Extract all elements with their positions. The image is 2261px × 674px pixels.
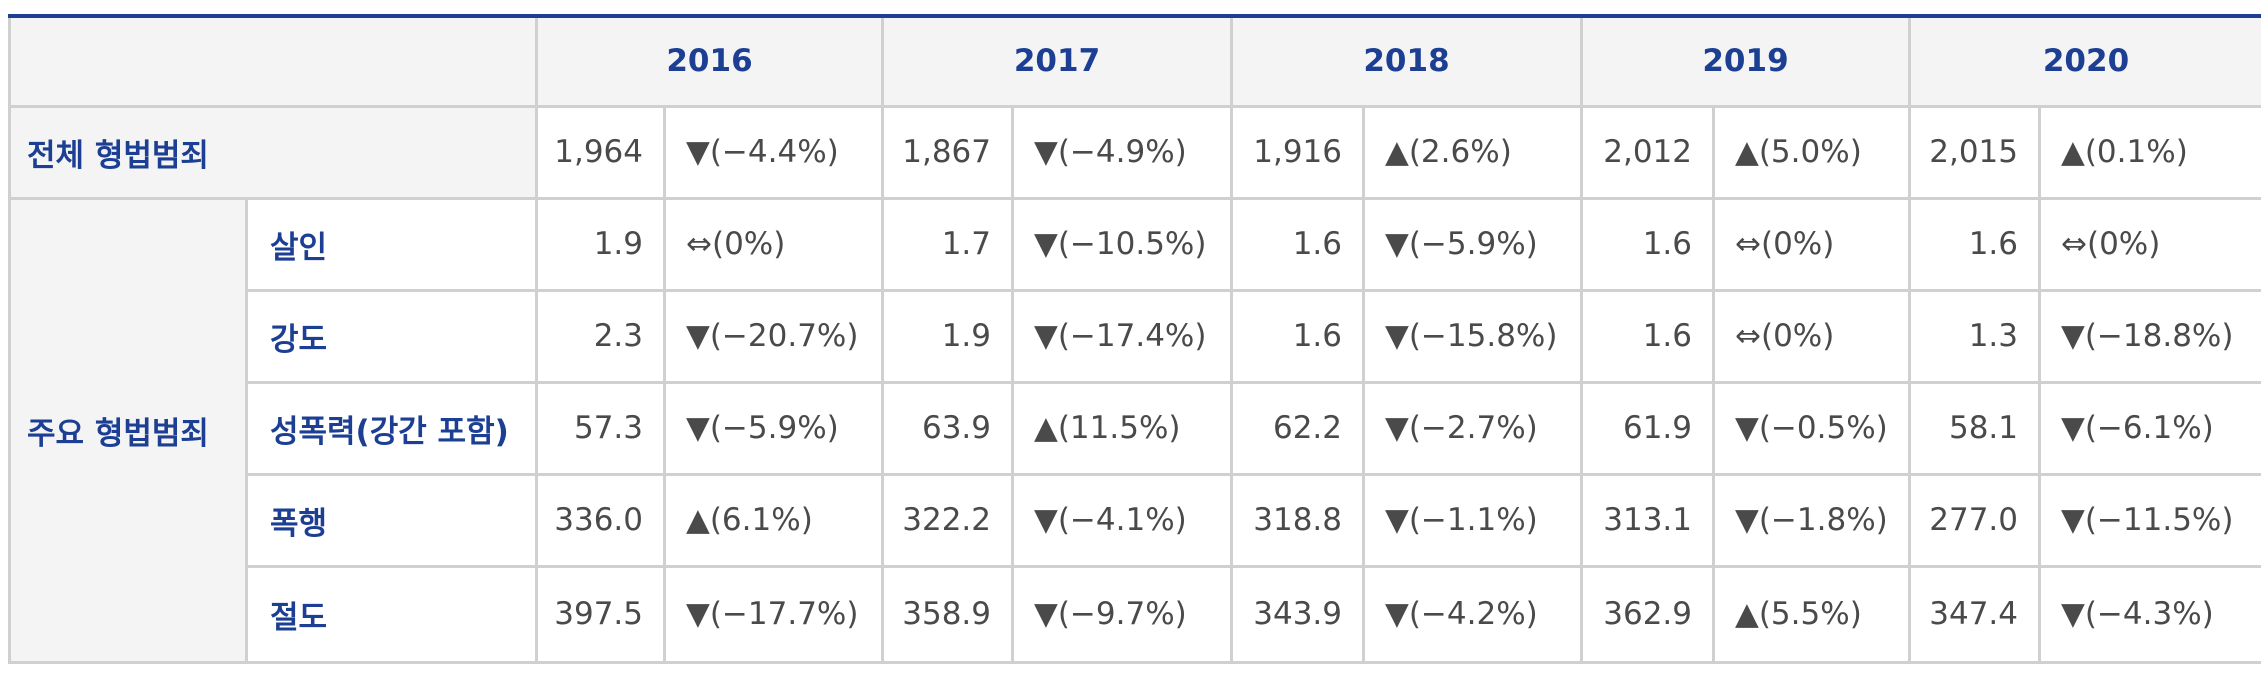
change-cell: ▼(−15.8%) [1362, 288, 1583, 384]
value-cell: 318.8 [1230, 472, 1365, 568]
value-cell: 277.0 [1908, 472, 2041, 568]
change-cell: ▼(−9.7%) [1011, 564, 1233, 664]
year-header-2019: 2019 [1580, 14, 1911, 108]
value-cell: 58.1 [1908, 380, 2041, 476]
value-cell: 1,916 [1230, 104, 1365, 200]
value-cell: 2,015 [1908, 104, 2041, 200]
change-cell: ⇔(0%) [663, 196, 884, 292]
table-row-murder: 주요 형법범죄 살인 1.9 ⇔(0%) 1.7 ▼(−10.5%) 1.6 ▼… [8, 196, 2261, 664]
value-cell: 358.9 [881, 564, 1014, 664]
year-header-2020: 2020 [1908, 14, 2261, 108]
change-cell: ▼(−10.5%) [1011, 196, 1233, 292]
value-cell: 1.6 [1230, 288, 1365, 384]
value-cell: 313.1 [1580, 472, 1715, 568]
value-cell: 63.9 [881, 380, 1014, 476]
change-cell: ▼(−6.1%) [2038, 380, 2261, 476]
row-label-sexual-violence: 성폭력(강간 포함) [245, 380, 538, 476]
change-cell: ▲(0.1%) [2038, 104, 2261, 200]
change-cell: ▼(−4.2%) [1362, 564, 1583, 664]
change-cell: ▼(−18.8%) [2038, 288, 2261, 384]
table-row-assault: 폭행 336.0 ▲(6.1%) 322.2 ▼(−4.1%) 318.8 ▼(… [10, 472, 2261, 568]
table-row-theft: 절도 397.5 ▼(−17.7%) 358.9 ▼(−9.7%) 343.9 … [10, 564, 2261, 664]
change-cell: ⇔(0%) [1712, 196, 1911, 292]
table-row-sexual-violence: 성폭력(강간 포함) 57.3 ▼(−5.9%) 63.9 ▲(11.5%) 6… [10, 380, 2261, 476]
change-cell: ▼(−20.7%) [663, 288, 884, 384]
change-cell: ▲(11.5%) [1011, 380, 1233, 476]
row-label-theft: 절도 [245, 564, 538, 664]
change-cell: ⇔(0%) [1712, 288, 1911, 384]
table-row-robbery: 강도 2.3 ▼(−20.7%) 1.9 ▼(−17.4%) 1.6 ▼(−15… [10, 288, 2261, 384]
crime-statistics-table: 2016 2017 2018 2019 2020 전체 형법범죄 1,964 ▼… [8, 14, 2261, 664]
change-cell: ▲(2.6%) [1362, 104, 1583, 200]
change-cell: ⇔(0%) [2038, 196, 2261, 292]
group-label-major-crimes: 주요 형법범죄 [8, 196, 248, 664]
value-cell: 1.9 [881, 288, 1014, 384]
table-row-total: 전체 형법범죄 1,964 ▼(−4.4%) 1,867 ▼(−4.9%) 1,… [8, 104, 2261, 200]
value-cell: 1,964 [535, 104, 666, 200]
value-cell: 57.3 [535, 380, 666, 476]
value-cell: 322.2 [881, 472, 1014, 568]
row-label-murder: 살인 [245, 196, 538, 292]
value-cell: 397.5 [535, 564, 666, 664]
change-cell: ▼(−4.3%) [2038, 564, 2261, 664]
value-cell: 1.6 [1908, 196, 2041, 292]
change-cell: ▼(−17.4%) [1011, 288, 1233, 384]
value-cell: 1.9 [535, 196, 666, 292]
value-cell: 336.0 [535, 472, 666, 568]
change-cell: ▼(−5.9%) [1362, 196, 1583, 292]
change-cell: ▼(−5.9%) [663, 380, 884, 476]
change-cell: ▼(−4.9%) [1011, 104, 1233, 200]
change-cell: ▼(−17.7%) [663, 564, 884, 664]
value-cell: 62.2 [1230, 380, 1365, 476]
value-cell: 61.9 [1580, 380, 1715, 476]
change-cell: ▲(6.1%) [663, 472, 884, 568]
value-cell: 1,867 [881, 104, 1014, 200]
value-cell: 1.3 [1908, 288, 2041, 384]
value-cell: 1.6 [1580, 288, 1715, 384]
value-cell: 343.9 [1230, 564, 1365, 664]
value-cell: 347.4 [1908, 564, 2041, 664]
value-cell: 1.6 [1580, 196, 1715, 292]
year-header-2016: 2016 [535, 14, 884, 108]
header-corner [8, 14, 538, 108]
header-row: 2016 2017 2018 2019 2020 [8, 14, 2261, 108]
year-header-2017: 2017 [881, 14, 1233, 108]
row-label-total: 전체 형법범죄 [8, 104, 538, 200]
change-cell: ▼(−4.4%) [663, 104, 884, 200]
change-cell: ▼(−1.1%) [1362, 472, 1583, 568]
value-cell: 1.6 [1230, 196, 1365, 292]
change-cell: ▼(−0.5%) [1712, 380, 1911, 476]
value-cell: 2,012 [1580, 104, 1715, 200]
year-header-2018: 2018 [1230, 14, 1583, 108]
value-cell: 1.7 [881, 196, 1014, 292]
change-cell: ▲(5.0%) [1712, 104, 1911, 200]
change-cell: ▼(−2.7%) [1362, 380, 1583, 476]
change-cell: ▼(−4.1%) [1011, 472, 1233, 568]
row-label-robbery: 강도 [245, 288, 538, 384]
row-label-assault: 폭행 [245, 472, 538, 568]
value-cell: 2.3 [535, 288, 666, 384]
change-cell: ▼(−1.8%) [1712, 472, 1911, 568]
crime-statistics-table-container: 2016 2017 2018 2019 2020 전체 형법범죄 1,964 ▼… [8, 14, 2261, 664]
value-cell: 362.9 [1580, 564, 1715, 664]
change-cell: ▼(−11.5%) [2038, 472, 2261, 568]
change-cell: ▲(5.5%) [1712, 564, 1911, 664]
